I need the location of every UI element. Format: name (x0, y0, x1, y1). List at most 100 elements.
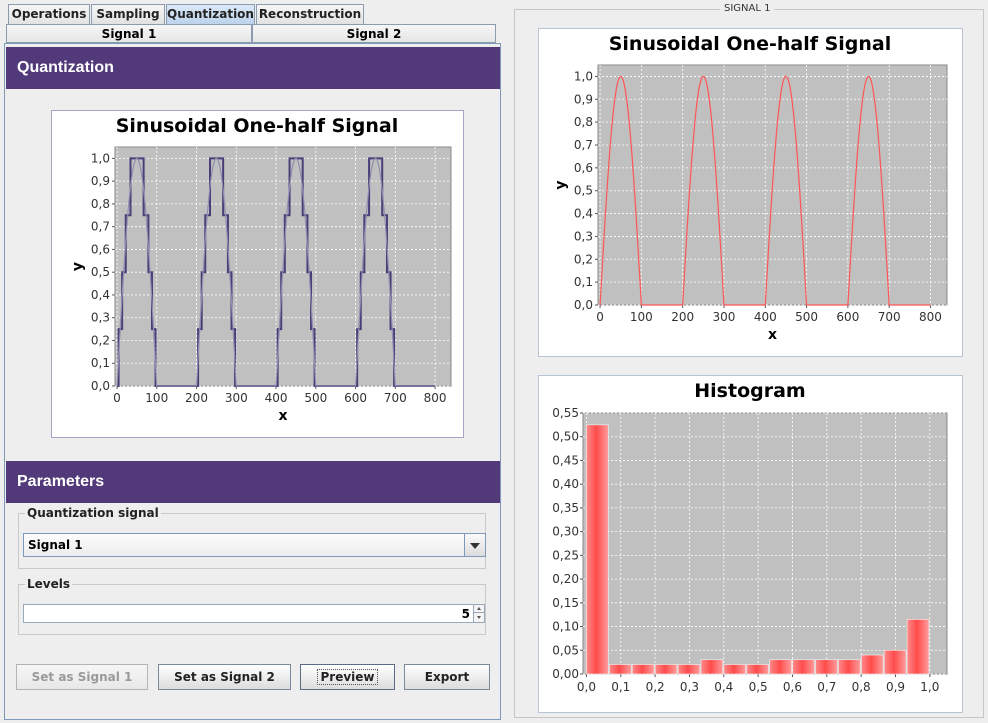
x-tick-label: 200 (671, 310, 694, 324)
y-tick-label: 0,5 (91, 265, 110, 279)
x-tick-label: 300 (713, 310, 736, 324)
x-tick-label: 600 (344, 391, 367, 405)
histogram-bar (746, 664, 769, 675)
quantization-signal-label: Quantization signal (25, 506, 161, 520)
y-tick-label: 0,8 (574, 115, 593, 129)
signal-series-line (116, 157, 436, 387)
tab-quantization[interactable]: Quantization (166, 4, 255, 24)
y-tick-label: 0,2 (91, 333, 110, 347)
x-tick-label: 0,4 (714, 680, 733, 694)
y-tick-label: 0,6 (91, 242, 110, 256)
x-tick-label: 200 (185, 391, 208, 405)
y-tick-label: 0,15 (552, 596, 579, 610)
histogram-bar (769, 659, 792, 675)
x-tick-label: 0,8 (852, 680, 871, 694)
y-tick-label: 0,10 (552, 620, 579, 634)
levels-group: Levels 5 (18, 577, 486, 635)
histogram-bar (609, 664, 632, 675)
y-tick-label: 0,0 (91, 379, 110, 393)
x-tick-label: 0,9 (886, 680, 905, 694)
x-tick-label: 400 (754, 310, 777, 324)
chart-title: Histogram (694, 380, 805, 402)
y-tick-label: 0,5 (574, 184, 593, 198)
preview-label: Preview (317, 669, 378, 685)
x-tick-label: 300 (225, 391, 248, 405)
x-tick-label: 100 (145, 391, 168, 405)
tab-operations[interactable]: Operations (8, 4, 90, 24)
x-tick-label: 0,1 (611, 680, 630, 694)
signal-1-group: SIGNAL 1 Sinusoidal One-half Signal 0 100 2… (514, 3, 984, 718)
y-tick-label: 0,9 (91, 174, 110, 188)
x-tick-label: 0,3 (680, 680, 699, 694)
y-tick-label: 0,1 (574, 275, 593, 289)
x-axis-label: x (768, 327, 777, 343)
x-tick-label: 400 (265, 391, 288, 405)
histogram-bar (654, 664, 678, 675)
chart-title: Sinusoidal One-half Signal (116, 115, 399, 137)
y-tick-label: 0,1 (91, 356, 110, 370)
x-tick-label: 0,6 (783, 680, 802, 694)
y-tick-label: 0,55 (552, 406, 579, 420)
histogram-bar (723, 664, 747, 675)
y-tick-label: 0,50 (552, 430, 579, 444)
y-tick-label: 1,0 (574, 69, 593, 83)
x-tick-label: 700 (878, 310, 901, 324)
set-as-signal-2-button[interactable]: Set as Signal 2 (158, 664, 291, 690)
y-tick-label: 0,05 (552, 643, 579, 657)
y-tick-label: 0,45 (552, 453, 579, 467)
y-tick-label: 0,4 (91, 288, 110, 302)
y-tick-label: 0,8 (91, 197, 110, 211)
histogram-bar (883, 649, 907, 675)
tab-signal-1[interactable]: Signal 1 (6, 24, 252, 43)
tab-reconstruction[interactable]: Reconstruction (256, 4, 364, 24)
parameters-header: Parameters (6, 461, 500, 503)
y-axis-label: y (553, 180, 569, 189)
levels-input[interactable]: 5 (23, 604, 474, 623)
quantization-signal-select[interactable]: Signal 1 (23, 533, 486, 557)
histogram-bar (677, 664, 701, 675)
x-tick-label: 0,7 (817, 680, 836, 694)
x-tick-label: 1,0 (920, 680, 939, 694)
tab-signal-2[interactable]: Signal 2 (252, 24, 496, 43)
levels-decrement-icon[interactable] (473, 613, 485, 623)
y-tick-label: 0,35 (552, 501, 579, 515)
x-tick-label: 100 (630, 310, 653, 324)
signal-series-line (599, 75, 931, 306)
histogram-bar (838, 659, 861, 675)
levels-value: 5 (461, 607, 470, 621)
x-tick-label: 600 (836, 310, 859, 324)
x-tick-label: 0 (113, 391, 121, 405)
histogram-bar (860, 654, 884, 675)
tab-sampling[interactable]: Sampling (91, 4, 165, 24)
levels-label: Levels (25, 577, 73, 591)
x-tick-label: 0,5 (749, 680, 768, 694)
x-tick-label: 500 (304, 391, 327, 405)
y-tick-label: 0,20 (552, 572, 579, 586)
y-tick-label: 0,9 (574, 92, 593, 106)
chevron-down-icon[interactable] (464, 534, 485, 556)
x-tick-label: 0 (596, 310, 604, 324)
quantization-signal-group: Quantization signal Signal 1 (18, 506, 486, 569)
y-tick-label: 0,0 (574, 298, 593, 312)
histogram-bar (700, 659, 724, 675)
signal-1-group-title: SIGNAL 1 (720, 3, 775, 14)
signal-chart-svg: Sinusoidal One-half Signal 0 100 200 300 400 5… (553, 33, 948, 343)
histogram-bar (631, 664, 655, 675)
quantization-panel: Quantization Sinusoidal One-half Signal 0… (4, 43, 501, 720)
quantization-header: Quantization (6, 47, 500, 89)
y-tick-label: 0,30 (552, 525, 579, 539)
quantized-chart-svg: Sinusoidal One-half Signal 0 100 200 300 400 5… (70, 115, 452, 424)
y-tick-label: 0,2 (574, 252, 593, 266)
levels-increment-icon[interactable] (473, 604, 485, 613)
set-as-signal-1-button[interactable]: Set as Signal 1 (16, 664, 148, 690)
chart-title: Sinusoidal One-half Signal (609, 33, 892, 55)
plot-area (582, 412, 948, 675)
x-tick-label: 800 (424, 391, 447, 405)
histogram-bar (586, 424, 609, 675)
preview-button[interactable]: Preview (300, 664, 395, 690)
export-button[interactable]: Export (404, 664, 490, 690)
histogram-bar (815, 659, 838, 675)
x-tick-label: 800 (919, 310, 942, 324)
y-tick-label: 0,4 (574, 207, 593, 221)
signal-chart: Sinusoidal One-half Signal 0 100 200 300 400 5… (538, 28, 963, 357)
